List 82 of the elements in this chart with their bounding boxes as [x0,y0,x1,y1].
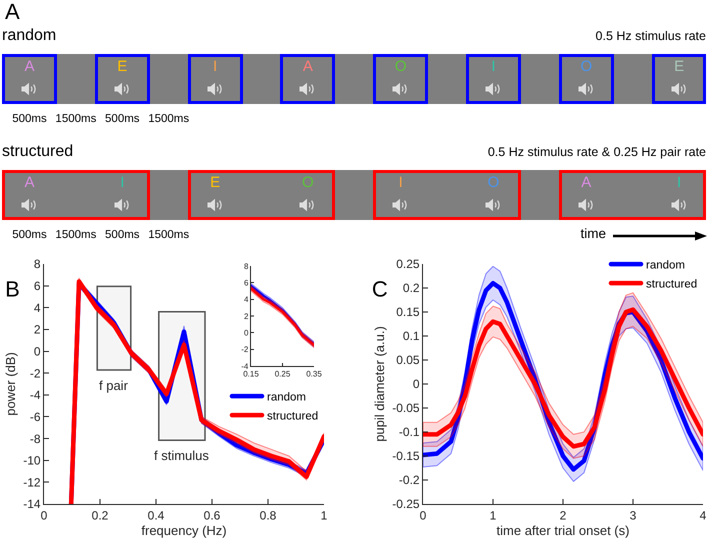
y-tick-label: 0.1 [402,329,420,344]
text: 1500ms [55,229,96,242]
y-tick-label: -0.25 [392,497,420,512]
text: 1500ms [148,113,190,126]
y-tick-label: 0.05 [396,353,420,368]
legend-label: random [267,392,306,404]
category-label: A [581,174,592,192]
category-label: I [491,58,496,76]
y-tick-label: 2 [34,322,41,337]
y-tick-label: -6 [30,410,41,424]
y-tick-label: 4 [34,300,41,315]
x-tick-label: 3 [630,508,637,522]
text: structured [2,143,74,161]
y-tick-label: 0 [34,344,41,358]
x-tick-label: 0.35 [306,370,322,379]
text: A [5,0,20,24]
category-label: I [120,174,124,192]
y-tick-label: -12 [23,475,41,490]
legend-label: structured [267,410,318,423]
x-axis-title: time after trial onset (s) [496,523,630,538]
text: B [5,276,20,302]
y-tick-label: -2 [30,366,41,380]
x-axis-title: frequency (Hz) [141,523,227,538]
category-label: O [394,58,407,76]
x-tick-label: 0.2 [92,508,109,522]
y-tick-label: -8 [30,432,41,446]
text: 500ms [12,229,47,242]
text: 1500ms [148,229,190,242]
text: 500ms [105,113,140,126]
y-tick-label: 4 [244,295,249,304]
x-tick-label: 2 [560,508,567,522]
y-tick-label: -14 [23,497,41,512]
text: C [372,276,388,302]
y-tick-label: 2 [244,312,249,321]
y-tick-label: -0.05 [392,401,420,416]
y-axis-title: power (dB) [3,352,18,416]
y-axis-title: pupil diameter (a.u.) [372,326,388,442]
text: random [2,27,56,45]
y-tick-label: -4 [241,362,249,371]
x-tick-label: 0.25 [274,370,291,379]
text: 1500ms [55,113,96,126]
y-tick-label: 0 [244,328,249,338]
category-label: I [677,174,682,192]
y-tick-label: -0.1 [398,425,420,440]
y-tick-label: 0.15 [396,305,420,320]
text: 0.5 Hz stimulus rate & 0.25 Hz pair rate [488,145,706,160]
category-label: E [674,58,684,76]
y-tick-label: 8 [244,262,249,271]
y-tick-label: 8 [34,257,41,272]
y-tick-label: -10 [23,454,41,468]
legend-label: structured [646,278,698,291]
category-label: E [117,58,128,76]
text: 500ms [105,229,140,242]
y-tick-label: -2 [241,345,249,354]
category-label: A [24,58,35,76]
category-label: I [398,174,403,192]
y-tick-label: 6 [34,279,41,294]
category-label: E [210,174,220,192]
category-label: O [488,174,500,192]
category-label: A [24,174,35,192]
text: 500ms [12,113,47,126]
legend-label: random [646,260,685,272]
y-tick-label: 6 [244,278,249,288]
category-label: A [302,58,313,76]
y-tick-label: -4 [30,388,41,402]
category-label: O [302,174,314,192]
y-tick-label: 0.25 [396,257,420,272]
text: time [580,226,606,242]
x-tick-label: 0.6 [204,508,221,522]
x-tick-label: 0.4 [148,508,165,522]
band-label: f pair [99,378,129,393]
y-tick-label: 0.2 [402,281,420,296]
x-tick-label: 1 [320,508,328,522]
text: 0.5 Hz stimulus rate [596,29,706,44]
band-label: f stimulus [154,448,210,463]
category-label: I [213,58,218,76]
x-tick-label: 4 [700,508,707,522]
x-tick-label: 0.8 [260,508,277,522]
y-tick-label: -0.2 [398,473,420,488]
y-tick-label: -0.15 [392,449,420,464]
x-tick-label: 1 [490,508,497,522]
category-label: O [580,58,592,76]
